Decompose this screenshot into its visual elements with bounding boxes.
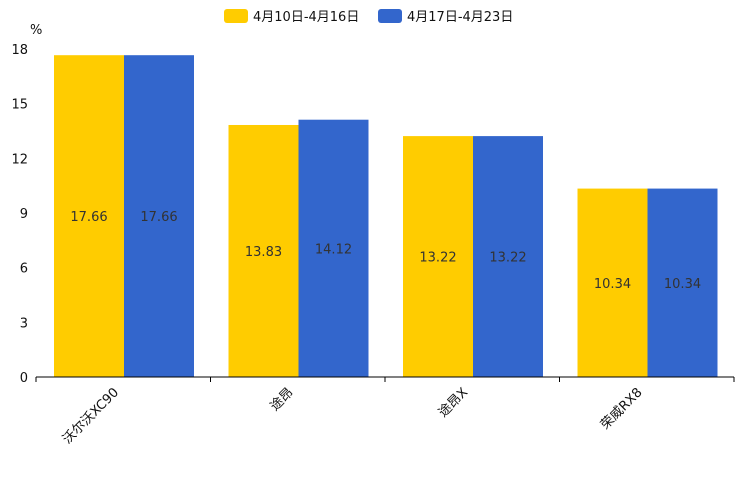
data-label: 10.34 [594,277,631,292]
legend-label: 4月17日-4月23日 [407,10,513,25]
bar [647,188,718,377]
bar [577,188,648,377]
data-label: 17.66 [140,210,177,225]
y-tick-label: 15 [11,98,28,113]
bar [228,124,299,377]
data-label: 13.83 [245,245,282,260]
data-label: 13.22 [489,251,526,266]
legend-swatch [378,9,402,23]
y-tick-label: 3 [20,316,28,331]
data-label: 14.12 [315,242,352,257]
y-tick-label: 0 [20,371,28,386]
legend-label: 4月10日-4月16日 [253,10,359,25]
category-label: 途昂X [435,384,471,420]
y-tick-label: 9 [20,207,28,222]
y-axis-unit-label: % [30,23,42,38]
y-axis: 0 3 6 9 12 15 18 [11,43,28,386]
data-label: 13.22 [419,251,456,266]
category-label: 沃尔沃XC90 [60,385,122,447]
y-tick-label: 12 [11,152,28,167]
x-axis: 沃尔沃XC90 途昂 途昂X 荣威RX8 [35,376,735,447]
legend-swatch [224,9,248,23]
category-label: 途昂 [267,385,297,415]
bars: 17.66 17.66 13.83 14.12 13.22 13.22 10.34 10.34 [54,55,718,378]
bar [298,119,369,378]
bar [473,136,543,377]
bar [124,55,194,377]
data-label: 10.34 [664,277,701,292]
category-label: 荣威RX8 [598,385,646,433]
y-tick-label: 6 [20,262,28,277]
data-label: 17.66 [70,210,107,225]
bar [54,55,124,377]
y-tick-label: 18 [11,43,28,58]
bar [403,136,473,377]
legend: 4月10日-4月16日 4月17日-4月23日 [224,9,513,25]
